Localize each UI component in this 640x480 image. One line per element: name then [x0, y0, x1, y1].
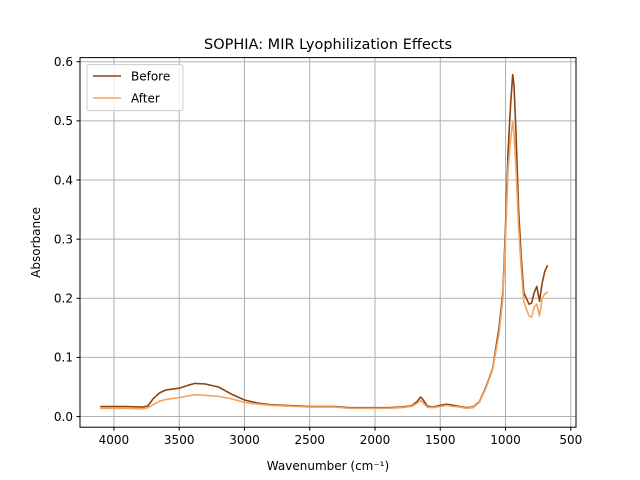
x-tick-label: 1000	[490, 433, 521, 447]
grid	[80, 57, 576, 428]
x-axis: 4000 3500 3000 2500 2000 1500 1000 500	[99, 427, 582, 447]
y-tick-label: 0.1	[54, 351, 73, 365]
x-tick-label: 4000	[99, 433, 130, 447]
x-tick-label: 2000	[360, 433, 391, 447]
series-line-before	[100, 73, 549, 409]
y-axis-title: Absorbance	[29, 207, 43, 278]
series-line-after	[100, 121, 549, 410]
legend-label-before: Before	[131, 70, 170, 84]
y-tick-label: 0.0	[54, 410, 73, 424]
x-axis-title: Wavenumber (cm⁻¹)	[267, 459, 389, 473]
y-tick-label: 0.2	[54, 292, 73, 306]
x-tick-label: 3000	[229, 433, 260, 447]
chart-title: SOPHIA: MIR Lyophilization Effects	[204, 37, 452, 53]
legend: Before After	[86, 64, 184, 112]
y-tick-label: 0.4	[54, 173, 73, 187]
y-axis: 0.0 0.1 0.2 0.3 0.4 0.5 0.6	[54, 55, 80, 424]
x-tick-label: 3500	[164, 433, 195, 447]
x-tick-label: 2500	[294, 433, 325, 447]
y-tick-label: 0.5	[54, 114, 73, 128]
y-tick-label: 0.6	[54, 55, 73, 69]
legend-label-after: After	[131, 92, 160, 106]
x-tick-label: 500	[559, 433, 582, 447]
plot-frame	[79, 57, 577, 428]
x-tick-label: 1500	[425, 433, 456, 447]
series-group	[100, 73, 549, 410]
y-tick-label: 0.3	[54, 232, 73, 246]
